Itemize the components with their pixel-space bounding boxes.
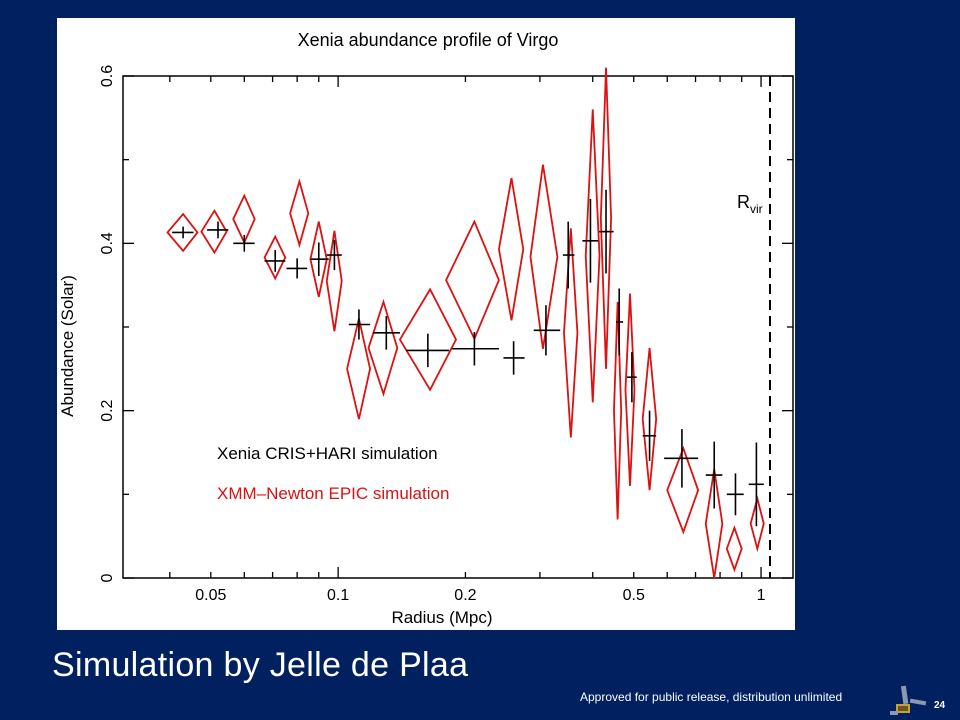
x-tick-label: 0.1 bbox=[327, 587, 349, 604]
x-tick-label: 1 bbox=[757, 587, 766, 604]
xenia-cross-marker bbox=[533, 305, 561, 356]
xenia-cross-marker bbox=[348, 309, 371, 340]
xenia-cross-marker bbox=[207, 221, 229, 239]
xenia-cross-marker bbox=[664, 429, 699, 488]
release-note: Approved for public release, distributio… bbox=[580, 690, 843, 704]
xmm-diamond-marker bbox=[599, 67, 612, 369]
xmm-diamond-marker bbox=[624, 293, 636, 487]
xenia-cross-marker bbox=[726, 473, 744, 516]
xmm-diamond-marker bbox=[725, 525, 743, 573]
legend-entry-xenia: Xenia CRIS+HARI simulation bbox=[217, 444, 438, 463]
xenia-cross-marker bbox=[642, 410, 657, 461]
xmm-diamond-marker bbox=[529, 164, 559, 349]
xenia-cross-marker bbox=[233, 234, 255, 252]
xenia-cross-marker bbox=[373, 316, 400, 350]
rvir-label-sub: vir bbox=[750, 202, 763, 216]
chart-canvas: Xenia abundance profile of Virgo 0 0.2 0.4… bbox=[58, 30, 794, 627]
y-axis-label: Abundance (Solar) bbox=[58, 275, 77, 417]
xmm-diamond-marker bbox=[584, 109, 601, 403]
xenia-cross-marker bbox=[264, 250, 286, 272]
chart-title: Xenia abundance profile of Virgo bbox=[298, 30, 559, 50]
xenia-cross-marker bbox=[503, 341, 525, 375]
xmm-diamond-marker bbox=[166, 212, 199, 253]
abundance-profile-chart: Xenia abundance profile of Virgo 0 0.2 0.4… bbox=[57, 18, 795, 630]
xenia-cross-marker bbox=[406, 333, 450, 368]
xmm-diamond-marker bbox=[263, 234, 287, 281]
y-tick-label: 0 bbox=[99, 573, 116, 582]
y-tick-label: 0.6 bbox=[99, 65, 116, 87]
xmm-diamond-marker bbox=[666, 445, 700, 535]
xenia-cross-marker bbox=[599, 189, 614, 274]
x-tick-label: 0.5 bbox=[623, 587, 645, 604]
xenia-cross-marker bbox=[172, 226, 194, 239]
rvir-label-main: R bbox=[737, 192, 750, 212]
y-tick-label: 0.4 bbox=[99, 232, 116, 254]
x-tick-label: 0.05 bbox=[195, 587, 226, 604]
xenia-cross-marker bbox=[748, 442, 764, 527]
xmm-diamond-marker bbox=[749, 494, 765, 553]
slide-caption: Simulation by Jelle de Plaa bbox=[52, 646, 469, 684]
xmm-diamond-marker bbox=[613, 301, 623, 520]
x-axis-label: Radius (Mpc) bbox=[391, 608, 492, 627]
legend-entry-xmm: XMM–Newton EPIC simulation bbox=[217, 484, 449, 503]
xmm-diamond-marker bbox=[563, 228, 579, 438]
xenia-cross-marker bbox=[326, 239, 342, 271]
xmm-diamond-marker bbox=[289, 178, 310, 249]
xenia-cross-marker bbox=[705, 441, 723, 509]
xenia-cross-marker bbox=[616, 288, 624, 356]
xmm-diamond-marker bbox=[398, 287, 458, 392]
x-tick-label: 0.2 bbox=[454, 587, 476, 604]
xmm-diamond-marker bbox=[232, 193, 256, 245]
xenia-cross-marker bbox=[310, 242, 329, 276]
xenia-cross-marker bbox=[582, 198, 599, 283]
xmm-diamond-marker bbox=[367, 298, 399, 397]
xmm-diamond-marker bbox=[346, 318, 371, 420]
xmm-diamond-marker bbox=[641, 347, 658, 491]
satellite-icon bbox=[890, 685, 927, 715]
xmm-diamond-marker bbox=[498, 177, 525, 321]
xmm-diamond-marker bbox=[704, 469, 724, 579]
page-number: 24 bbox=[934, 700, 946, 711]
y-tick-label: 0.2 bbox=[99, 399, 116, 421]
xmm-diamond-marker bbox=[445, 219, 500, 341]
xenia-cross-marker bbox=[562, 221, 575, 289]
xenia-cross-marker bbox=[626, 352, 637, 403]
xmm-diamond-marker bbox=[325, 230, 343, 332]
xmm-diamond-marker bbox=[200, 208, 228, 255]
rvir-label: Rvir bbox=[737, 192, 763, 216]
xenia-cross-marker bbox=[286, 258, 308, 279]
xenia-cross-marker bbox=[452, 332, 499, 366]
